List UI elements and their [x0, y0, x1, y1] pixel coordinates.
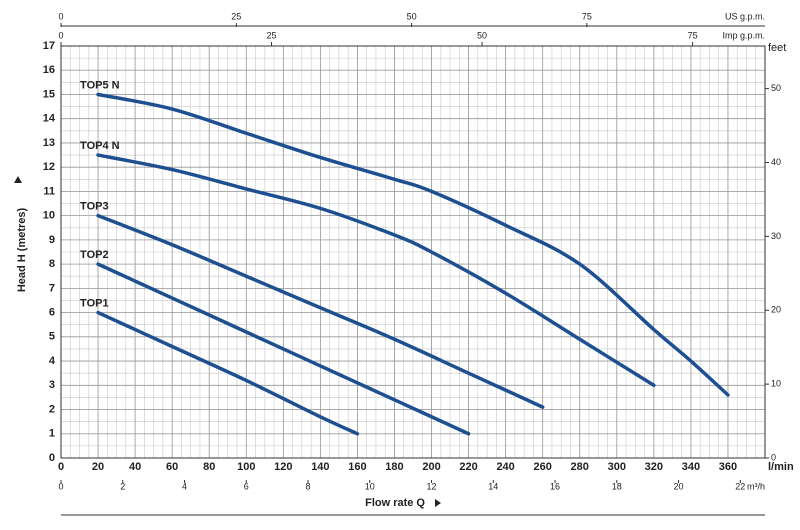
secondary-tick-label: 20: [674, 481, 684, 491]
x-axis-label: Flow rate Q: [365, 497, 425, 509]
x-tick-label: 240: [496, 461, 514, 473]
y2-tick-label: 20: [771, 305, 781, 315]
x-tick-label: 360: [719, 461, 737, 473]
y-tick-label: 9: [49, 234, 55, 246]
secondary-tick-label: 25: [231, 11, 241, 21]
y-axis-label: Head H (metres): [16, 207, 28, 292]
secondary-tick-label: 14: [488, 481, 498, 491]
y-tick-label: 16: [43, 64, 55, 76]
x-tick-label: 120: [274, 461, 292, 473]
secondary-tick-label: 18: [612, 481, 622, 491]
series-line: [96, 310, 360, 436]
x-arrow: [435, 499, 441, 507]
secondary-tick-label: 0: [58, 11, 63, 21]
x-tick-label: 80: [203, 461, 215, 473]
x-tick-label: 280: [571, 461, 589, 473]
x-tick-label: 40: [129, 461, 141, 473]
secondary-tick-label: 0: [58, 30, 63, 40]
x-tick-label: 20: [92, 461, 104, 473]
y-tick-label: 5: [49, 331, 55, 343]
secondary-tick-label: 16: [550, 481, 560, 491]
secondary-tick-label: 4: [182, 481, 187, 491]
y2-axis-label: feet: [768, 42, 786, 54]
secondary-tick-label: 50: [477, 30, 487, 40]
y-tick-label: 6: [49, 306, 55, 318]
y-tick-label: 14: [43, 113, 56, 125]
y-tick-label: 7: [49, 282, 55, 294]
y2-tick-label: 50: [771, 83, 781, 93]
x-tick-label: 140: [311, 461, 329, 473]
y-tick-label: 15: [43, 88, 55, 100]
x-tick-label: 300: [608, 461, 626, 473]
y-tick-label: 0: [49, 452, 55, 464]
x-tick-label: 180: [385, 461, 403, 473]
series-label: TOP1: [80, 297, 109, 309]
y2-tick-label: 0: [771, 452, 776, 462]
x-unit-label: l/min: [768, 461, 794, 473]
series-line: [96, 153, 656, 388]
x-tick-label: 100: [237, 461, 255, 473]
secondary-tick-label: 22: [735, 481, 745, 491]
secondary-tick-label: 50: [407, 11, 417, 21]
secondary-tick-label: 12: [427, 481, 437, 491]
secondary-tick-label: 8: [306, 481, 311, 491]
y-tick-label: 3: [49, 379, 55, 391]
x-tick-label: 160: [348, 461, 366, 473]
x-tick-label: 260: [534, 461, 552, 473]
y-tick-label: 10: [43, 210, 55, 222]
secondary-axis-label: Imp g.p.m.: [722, 30, 765, 40]
x-tick-label: 220: [459, 461, 477, 473]
y-tick-label: 12: [43, 161, 55, 173]
y-tick-label: 13: [43, 137, 55, 149]
series-label: TOP4 N: [80, 140, 120, 152]
grid: [60, 45, 765, 459]
y-arrow: [14, 176, 22, 183]
x-tick-label: 200: [422, 461, 440, 473]
series-line: [96, 213, 545, 409]
secondary-tick-label: 10: [365, 481, 375, 491]
plot-frame: [60, 45, 766, 459]
x-tick-label: 0: [58, 461, 64, 473]
y-tick-label: 1: [49, 428, 55, 440]
x-tick-label: 60: [166, 461, 178, 473]
y-tick-label: 2: [49, 403, 55, 415]
series-label: TOP2: [80, 249, 109, 261]
secondary-tick-label: 75: [582, 11, 592, 21]
series-line: [96, 92, 730, 397]
y2-tick-label: 10: [771, 379, 781, 389]
secondary-tick-label: 6: [244, 481, 249, 491]
series-line: [96, 262, 471, 436]
series-label: TOP3: [80, 201, 109, 213]
secondary-axis-label: m³/h: [747, 481, 765, 491]
series-label: TOP5 N: [80, 79, 120, 91]
x-tick-label: 340: [682, 461, 700, 473]
y-tick-label: 8: [49, 258, 55, 270]
secondary-tick-label: 75: [688, 30, 698, 40]
y2-tick-label: 40: [771, 157, 781, 167]
y-tick-label: 4: [49, 355, 56, 367]
y2-tick-label: 30: [771, 231, 781, 241]
y-tick-label: 17: [43, 40, 55, 52]
secondary-tick-label: 2: [120, 481, 125, 491]
secondary-axis-label: US g.p.m.: [725, 11, 765, 21]
secondary-tick-label: 0: [58, 481, 63, 491]
y-tick-label: 11: [43, 185, 55, 197]
secondary-tick-label: 25: [267, 30, 277, 40]
x-tick-label: 320: [645, 461, 663, 473]
